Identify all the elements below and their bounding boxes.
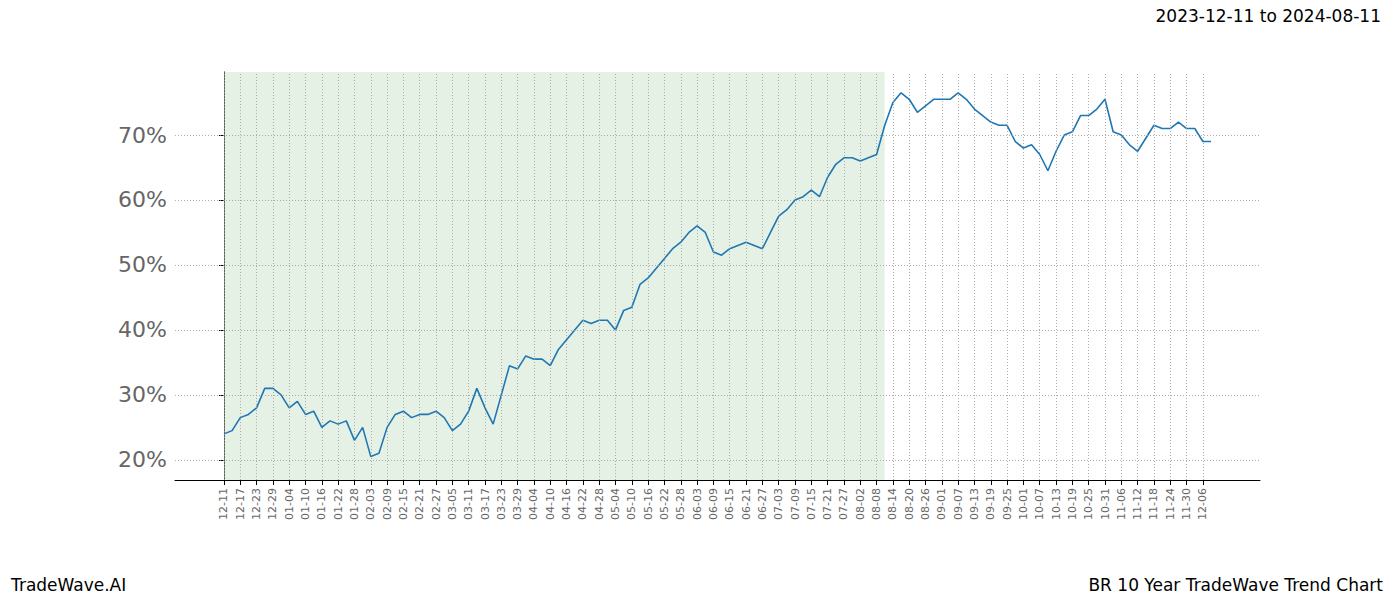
svg-text:30%: 30%: [118, 382, 167, 407]
svg-text:12-11: 12-11: [217, 488, 230, 520]
svg-text:09-25: 09-25: [1001, 488, 1014, 520]
svg-text:70%: 70%: [118, 123, 167, 148]
svg-text:08-26: 08-26: [919, 488, 932, 520]
svg-text:03-17: 03-17: [479, 488, 492, 520]
svg-text:11-18: 11-18: [1147, 488, 1160, 520]
svg-text:04-28: 04-28: [593, 488, 606, 520]
svg-text:12-23: 12-23: [250, 488, 263, 520]
svg-text:01-04: 01-04: [283, 488, 296, 520]
svg-text:09-07: 09-07: [952, 488, 965, 520]
svg-text:2023-12-11 to 2024-08-11: 2023-12-11 to 2024-08-11: [1156, 6, 1381, 26]
svg-text:20%: 20%: [118, 447, 167, 472]
svg-text:12-06: 12-06: [1196, 488, 1209, 520]
svg-text:07-09: 07-09: [789, 488, 802, 520]
svg-text:08-02: 08-02: [854, 488, 867, 520]
svg-text:TradeWave.AI: TradeWave.AI: [10, 575, 126, 595]
svg-text:07-21: 07-21: [821, 488, 834, 520]
svg-text:04-10: 04-10: [544, 488, 557, 520]
svg-text:11-12: 11-12: [1131, 488, 1144, 520]
svg-text:01-28: 01-28: [348, 488, 361, 520]
svg-text:12-17: 12-17: [234, 488, 247, 520]
svg-text:02-15: 02-15: [397, 488, 410, 520]
svg-text:03-11: 03-11: [462, 488, 475, 520]
svg-text:05-22: 05-22: [658, 488, 671, 520]
svg-text:10-13: 10-13: [1050, 488, 1063, 520]
svg-text:07-03: 07-03: [772, 488, 785, 520]
svg-text:01-22: 01-22: [332, 488, 345, 520]
svg-text:09-19: 09-19: [984, 488, 997, 520]
svg-text:07-15: 07-15: [805, 488, 818, 520]
svg-text:05-10: 05-10: [625, 488, 638, 520]
svg-text:10-01: 10-01: [1017, 488, 1030, 520]
svg-text:07-27: 07-27: [837, 488, 850, 520]
svg-text:04-04: 04-04: [527, 488, 540, 520]
svg-text:05-04: 05-04: [609, 488, 622, 520]
svg-text:11-30: 11-30: [1180, 488, 1193, 520]
svg-text:09-01: 09-01: [935, 488, 948, 520]
svg-text:05-28: 05-28: [674, 488, 687, 520]
svg-text:04-22: 04-22: [576, 488, 589, 520]
svg-text:60%: 60%: [118, 187, 167, 212]
svg-text:09-13: 09-13: [968, 488, 981, 520]
svg-text:02-03: 02-03: [364, 488, 377, 520]
svg-text:10-07: 10-07: [1033, 488, 1046, 520]
svg-text:40%: 40%: [118, 317, 167, 342]
svg-text:08-14: 08-14: [886, 488, 899, 520]
svg-text:03-23: 03-23: [495, 488, 508, 520]
svg-text:06-27: 06-27: [756, 488, 769, 520]
svg-text:02-27: 02-27: [430, 488, 443, 520]
svg-text:11-24: 11-24: [1164, 488, 1177, 520]
svg-text:02-21: 02-21: [413, 488, 426, 520]
svg-text:03-29: 03-29: [511, 488, 524, 520]
svg-text:08-20: 08-20: [903, 488, 916, 520]
svg-text:10-19: 10-19: [1066, 488, 1079, 520]
svg-text:01-10: 01-10: [299, 488, 312, 520]
svg-text:12-29: 12-29: [266, 488, 279, 520]
svg-text:10-31: 10-31: [1099, 488, 1112, 520]
svg-text:08-08: 08-08: [870, 488, 883, 520]
svg-text:04-16: 04-16: [560, 488, 573, 520]
svg-text:06-03: 06-03: [691, 488, 704, 520]
svg-text:BR 10 Year TradeWave Trend Cha: BR 10 Year TradeWave Trend Chart: [1088, 575, 1383, 595]
svg-text:01-16: 01-16: [315, 488, 328, 520]
svg-text:10-25: 10-25: [1082, 488, 1095, 520]
svg-text:06-21: 06-21: [740, 488, 753, 520]
svg-text:06-09: 06-09: [707, 488, 720, 520]
svg-text:03-05: 03-05: [446, 488, 459, 520]
svg-text:06-15: 06-15: [723, 488, 736, 520]
svg-text:11-06: 11-06: [1115, 488, 1128, 520]
svg-text:02-09: 02-09: [381, 488, 394, 520]
svg-text:05-16: 05-16: [642, 488, 655, 520]
svg-text:50%: 50%: [118, 252, 167, 277]
